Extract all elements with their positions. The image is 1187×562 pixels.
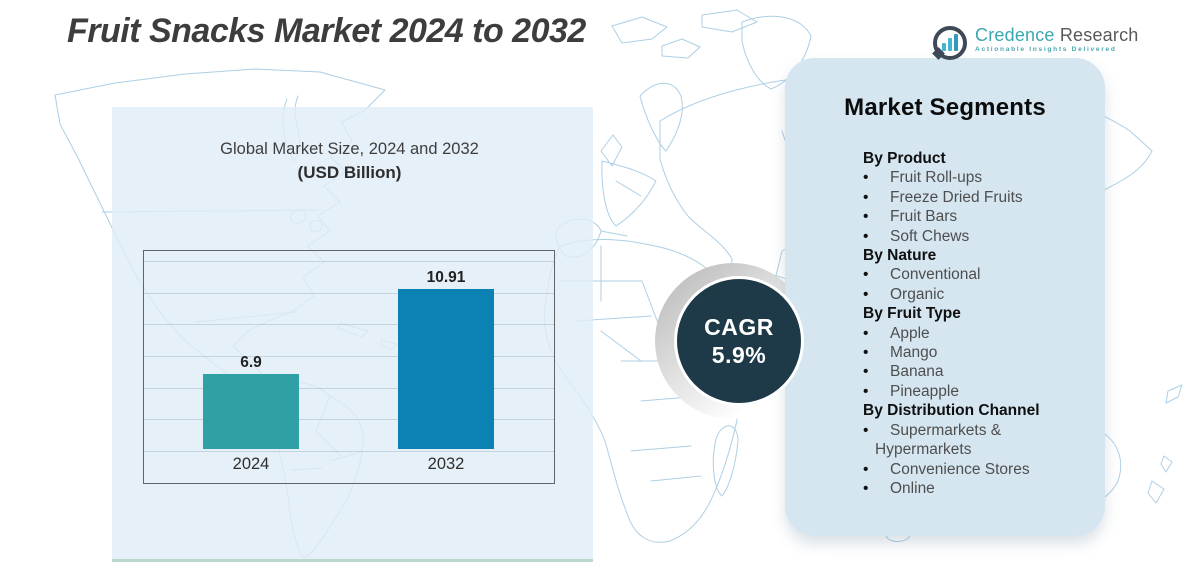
cagr-badge: CAGR 5.9% bbox=[674, 276, 804, 406]
bullet-icon: • bbox=[863, 479, 869, 497]
segment-item-label: Apple bbox=[890, 324, 930, 342]
bar-value-label: 10.91 bbox=[426, 269, 466, 286]
bar-value-label: 6.9 bbox=[240, 354, 262, 371]
segment-item: • Banana bbox=[863, 362, 1085, 381]
segment-item: • Convenience Stores bbox=[863, 460, 1085, 479]
gridline bbox=[144, 324, 554, 326]
segment-item: • Freeze Dried Fruits bbox=[863, 188, 1085, 207]
gridline bbox=[144, 356, 554, 357]
segment-item: • Supermarkets & Hypermarkets bbox=[863, 421, 1085, 460]
x-axis-tick-label: 2024 bbox=[232, 455, 270, 473]
segment-item-label: Conventional bbox=[890, 266, 981, 284]
segment-item-label: Mango bbox=[890, 344, 938, 362]
segment-item: • Conventional bbox=[863, 265, 1085, 284]
bullet-icon: • bbox=[863, 344, 869, 362]
map-overlay-panel bbox=[112, 107, 593, 562]
segment-item: • Apple bbox=[863, 324, 1085, 343]
bullet-icon: • bbox=[863, 460, 869, 478]
market-segments-panel: Market Segments By Product • Fruit Roll-up… bbox=[785, 58, 1105, 536]
logo-text: Credence Research Actionable Insights De… bbox=[975, 26, 1139, 54]
segment-item: • Organic bbox=[863, 285, 1085, 304]
segment-item-label: Pineapple bbox=[890, 382, 959, 400]
bullet-icon: • bbox=[863, 421, 869, 439]
bullet-icon: • bbox=[863, 208, 869, 226]
gridline bbox=[144, 292, 554, 294]
cagr-value: 5.9% bbox=[711, 342, 767, 368]
cagr-label: CAGR bbox=[704, 314, 774, 340]
segment-item-label: Organic bbox=[890, 285, 945, 303]
bullet-icon: • bbox=[863, 169, 869, 187]
bullet-icon: • bbox=[863, 324, 869, 342]
page-title: Fruit Snacks Market 2024 to 2032 bbox=[67, 12, 586, 50]
segment-item-label: Banana bbox=[890, 363, 944, 381]
x-axis-tick-label: 2032 bbox=[427, 455, 465, 473]
bar-2024 bbox=[203, 374, 299, 449]
bullet-icon: • bbox=[863, 266, 869, 284]
gridline bbox=[144, 387, 554, 389]
logo-brand-primary: Credence bbox=[975, 25, 1055, 45]
chart-heading: Global Market Size, 2024 and 2032 (USD B… bbox=[143, 138, 556, 184]
segment-item-label: Convenience Stores bbox=[890, 460, 1030, 478]
segment-item-label: Soft Chews bbox=[890, 227, 970, 245]
chart-subtitle: (USD Billion) bbox=[297, 163, 402, 182]
bar-2032 bbox=[398, 289, 494, 449]
bar-chart: 6.9 2024 10.91 2032 bbox=[143, 250, 555, 484]
bullet-icon: • bbox=[863, 382, 869, 400]
segment-item: • Mango bbox=[863, 343, 1085, 362]
segment-item-label: Fruit Roll-ups bbox=[890, 169, 983, 187]
bar-chart-bubble-icon bbox=[932, 26, 967, 60]
segment-item-label: Online bbox=[890, 479, 935, 497]
bullet-icon: • bbox=[863, 227, 869, 245]
segment-item-label: Freeze Dried Fruits bbox=[890, 188, 1023, 206]
chart-title: Global Market Size, 2024 and 2032 bbox=[220, 140, 479, 158]
segment-item-label: Fruit Bars bbox=[890, 208, 958, 226]
segment-group-heading: By Product bbox=[863, 150, 946, 167]
segment-group-heading: By Nature bbox=[863, 247, 937, 265]
segment-item: • Pineapple bbox=[863, 382, 1085, 401]
segment-item: • Online bbox=[863, 479, 1085, 498]
segments-list: By Product • Fruit Roll-ups • Freeze Dried F… bbox=[863, 149, 1085, 498]
segment-item: • Fruit Roll-ups bbox=[863, 168, 1085, 187]
gridline bbox=[144, 419, 554, 421]
bullet-icon: • bbox=[863, 285, 869, 303]
segment-group-heading: By Fruit Type bbox=[863, 305, 961, 323]
segment-item: • Fruit Bars bbox=[863, 207, 1085, 226]
credence-research-logo: Credence Research Actionable Insights De… bbox=[932, 26, 1139, 60]
gridline bbox=[144, 261, 554, 262]
logo-tagline: Actionable Insights Delivered bbox=[975, 46, 1117, 53]
bullet-icon: • bbox=[863, 188, 869, 206]
segment-item: • Soft Chews bbox=[863, 227, 1085, 246]
gridline bbox=[144, 451, 554, 452]
bullet-icon: • bbox=[863, 363, 869, 381]
segment-group-heading: By Distribution Channel bbox=[863, 402, 1040, 420]
logo-brand-secondary: Research bbox=[1059, 25, 1139, 45]
segments-title: Market Segments bbox=[844, 94, 1046, 121]
segment-item-label: Supermarkets & Hypermarkets bbox=[875, 421, 1002, 459]
